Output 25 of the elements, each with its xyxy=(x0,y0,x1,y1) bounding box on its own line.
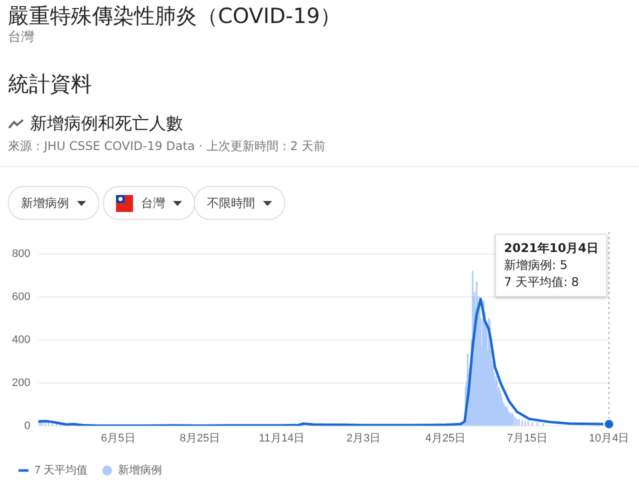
x-tick-label: 7月15日 xyxy=(507,432,548,444)
x-tick-label: 8月25日 xyxy=(180,432,220,444)
chart-subtitle: 台灣 xyxy=(8,29,34,46)
legend-label: 新增病例 xyxy=(118,464,162,477)
x-tick-label: 10月4日 xyxy=(588,432,630,444)
annotation: 2021年10月4日 xyxy=(504,240,598,257)
y-tick-label: 400 xyxy=(12,334,30,346)
annotation: 新增病例: 5 xyxy=(504,257,568,274)
x-tick-label: 2月3日 xyxy=(346,432,381,444)
text: 來源：JHU CSSE COVID-19 Data · 上次更新時間：2 天前 xyxy=(8,138,326,155)
y-tick-label: 0 xyxy=(24,420,30,432)
x-tick-label: 11月14日 xyxy=(258,432,305,444)
chart-title: 嚴重特殊傳染性肺炎（COVID-19） xyxy=(8,3,341,30)
x-tick-label: 6月5日 xyxy=(101,432,136,444)
y-tick-label: 200 xyxy=(12,376,30,389)
annotation: 7 天平均值: 8 xyxy=(504,274,580,291)
y-tick-label: 800 xyxy=(12,248,30,260)
legend-label: 7 天平均值 xyxy=(34,464,88,477)
x-tick-label: 4月25日 xyxy=(425,432,466,444)
y-tick-label: 600 xyxy=(12,290,30,303)
dropdown: 台灣 xyxy=(103,186,195,220)
text: 統計資料 xyxy=(8,71,92,98)
dropdown: 新增病例 xyxy=(8,186,99,220)
dropdown: 不限時間 xyxy=(194,186,285,220)
text: 新增病例和死亡人數 xyxy=(30,113,183,135)
